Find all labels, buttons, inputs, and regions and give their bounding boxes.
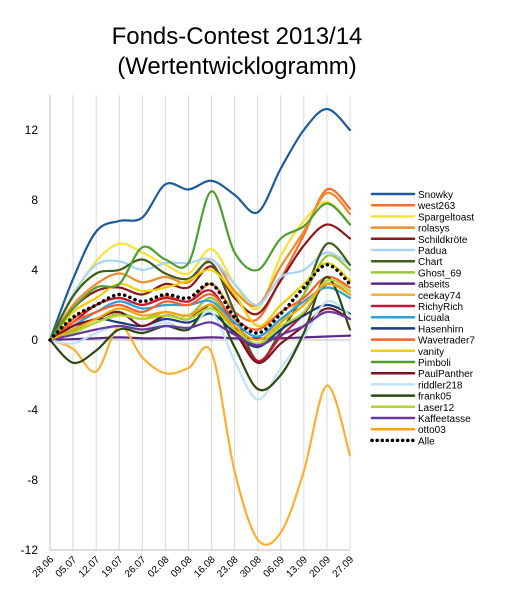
legend: Snowkywest263SpargeltoastrolasysSchildkr… (370, 190, 475, 447)
x-tick-label: 27.09 (331, 554, 357, 580)
series-line-alle (48, 263, 352, 342)
x-tick-label: 30.08 (238, 554, 264, 580)
legend-label: Ghost_69 (418, 268, 462, 279)
x-tick-label: 23.08 (215, 554, 241, 580)
legend-label: Pimboli (418, 358, 451, 369)
y-tick-label: -8 (27, 473, 38, 487)
x-tick-label: 05.07 (54, 554, 80, 580)
x-tick-label: 20.09 (308, 554, 334, 580)
x-tick-label: 16.08 (192, 554, 218, 580)
series-line-schildkr-te (48, 223, 352, 342)
x-tick-label: 06.09 (261, 554, 287, 580)
legend-label: Wavetrader7 (418, 336, 475, 347)
x-tick-label: 12.07 (77, 554, 103, 580)
y-tick-labels: 12 8 4 0 -4 -8 -12 (21, 123, 39, 557)
legend-label: Hasenhirn (418, 324, 464, 335)
series-line-vanity (48, 261, 352, 342)
x-tick-label: 26.07 (123, 554, 149, 580)
legend-label: Chart (418, 257, 443, 268)
series-line-snowky (48, 107, 352, 342)
legend-label: Laser12 (418, 403, 455, 414)
legend-label: vanity (418, 347, 444, 358)
y-tick-label: -4 (27, 403, 38, 417)
x-tick-label: 19.07 (100, 554, 126, 580)
series-line-laser12 (48, 278, 352, 345)
y-tick-label: -12 (21, 543, 39, 557)
legend-label: Alle (418, 436, 435, 447)
chart-title-block: Fonds-Contest 2013/14 (Wertentwicklogram… (92, 22, 382, 82)
y-tick-label: 0 (31, 333, 38, 347)
x-tick-label: 09.08 (169, 554, 195, 580)
x-tick-label: 28.06 (31, 554, 57, 580)
legend-label: rolasys (418, 224, 450, 235)
legend-label: Padua (418, 246, 447, 257)
y-tick-label: 8 (31, 193, 38, 207)
x-tick-label: 02.08 (146, 554, 172, 580)
x-tick-labels: 28.0605.0712.0719.0726.0702.0809.0816.08… (31, 554, 357, 580)
legend-label: PaulPanther (418, 369, 474, 380)
y-tick-label: 12 (25, 123, 39, 137)
legend-label: abseits (418, 280, 450, 291)
series-line-wavetrader7 (48, 275, 352, 342)
series-line-ceekay74 (48, 324, 352, 546)
legend-label: Schildkröte (418, 235, 468, 246)
legend-label: Spargeltoast (418, 212, 474, 223)
legend-label: Snowky (418, 190, 453, 201)
y-tick-label: 4 (31, 263, 38, 277)
legend-label: Kaffeetasse (418, 414, 471, 425)
legend-label: frank05 (418, 392, 452, 403)
legend-label: west263 (417, 201, 456, 212)
legend-label: riddler218 (418, 380, 463, 391)
legend-label: Licuala (418, 313, 450, 324)
series-line-kaffeetasse (48, 310, 352, 347)
series-line-pimboli (48, 190, 352, 342)
series-line-padua (48, 251, 352, 342)
x-tick-label: 13.09 (284, 554, 310, 580)
chart-title: Fonds-Contest 2013/14 (111, 23, 363, 50)
legend-label: otto03 (418, 425, 446, 436)
legend-label: ceekay74 (418, 291, 461, 302)
chart-subtitle: (Wertentwicklogramm) (117, 53, 357, 80)
legend-label: RichyRich (418, 302, 463, 313)
series-line-otto03 (48, 282, 352, 342)
series-lines (48, 107, 352, 546)
